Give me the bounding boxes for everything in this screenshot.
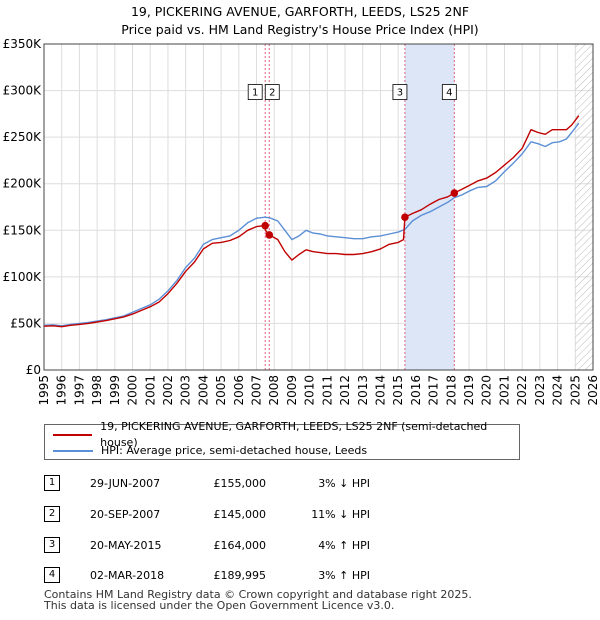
x-tick-label: 2005 [214,375,228,406]
sale-marker-box: 3 [44,537,60,553]
x-tick-label: 2014 [373,375,387,406]
x-tick-label: 1995 [37,375,51,406]
legend-swatch-hpi [53,450,93,452]
legend: 19, PICKERING AVENUE, GARFORTH, LEEDS, L… [44,420,520,460]
x-tick-label: 2004 [196,375,210,406]
y-tick-label: £50K [10,316,42,330]
sale-hpi-diff: 4% ↑ HPI [318,539,370,552]
shade-region [264,44,593,370]
x-tick-label: 2007 [250,375,264,406]
y-tick-label: £200K [3,177,43,191]
legend-label-property: 19, PICKERING AVENUE, GARFORTH, LEEDS, L… [100,420,488,449]
title-address: 19, PICKERING AVENUE, GARFORTH, LEEDS, L… [130,4,470,19]
x-tick-label: 2019 [462,375,476,406]
x-tick-label: 2023 [533,375,547,406]
x-tick-label: 2003 [179,375,193,406]
sale-date: 20-MAY-2015 [90,539,162,552]
x-tick-label: 2001 [143,375,157,406]
x-tick-label: 2009 [285,375,299,406]
x-tick-label: 2013 [356,375,370,406]
sale-price: £155,000 [213,477,267,490]
x-tick-label: 2008 [267,375,281,406]
sale-date: 29-JUN-2007 [90,477,161,490]
sale-date: 20-SEP-2007 [90,508,161,521]
y-tick-label: £250K [3,130,43,144]
grid [43,43,594,371]
sale-point-3 [401,213,409,222]
chart-title: 19, PICKERING AVENUE, GARFORTH, LEEDS, L… [0,3,600,39]
x-tick-label: 2011 [320,375,334,406]
sale-hpi-diff: 3% ↑ HPI [318,569,370,582]
sale-label-box-3 [392,84,408,100]
sale-price: £145,000 [213,508,267,521]
x-tick-label: 2022 [515,375,529,406]
sale-label-box-1 [247,84,263,100]
y-tick-label: £100K [3,270,43,284]
x-tick-label: 1997 [72,375,86,406]
x-tick-label: 2016 [409,375,423,406]
sale-label-box-2 [264,84,280,100]
sale-label-1: 1 [252,88,258,99]
x-tick-label: 2006 [232,375,246,406]
sale-row: 2 20-SEP-2007 £145,000 11% ↓ HPI [0,505,600,525]
hpi-series-line [43,122,580,327]
sale-price: £189,995 [213,569,267,582]
x-tick-label: 2000 [126,375,140,406]
x-tick-label: 2024 [551,375,565,406]
x-tick-label: 1996 [55,375,69,406]
sale-hpi-diff: 3% ↓ HPI [318,477,370,490]
x-tick-label: 2021 [497,375,511,406]
sale-row: 4 02-MAR-2018 £189,995 3% ↑ HPI [0,566,600,586]
sale-point-1 [261,221,269,230]
x-tick-label: 2010 [303,375,317,406]
sale-date: 02-MAR-2018 [90,569,165,582]
x-tick-label: 1998 [90,375,104,406]
x-tick-label: 2002 [161,375,175,406]
x-tick-label: 1999 [108,375,122,406]
forecast-hatch [575,44,593,370]
sale-marker-box: 4 [44,567,60,583]
series [43,115,580,328]
footer: Contains HM Land Registry data © Crown c… [44,589,472,611]
sale-marker-box: 1 [44,475,60,491]
legend-item-property: 19, PICKERING AVENUE, GARFORTH, LEEDS, L… [53,420,519,449]
legend-item-hpi: HPI: Average price, semi-detached house,… [53,443,367,459]
sale-label-3: 3 [397,88,403,99]
x-tick-label: 2026 [586,375,600,406]
footer-copyright: Contains HM Land Registry data © Crown c… [44,588,472,601]
sale-label-2: 2 [269,88,275,99]
y-tick-label: £300K [3,84,43,98]
sale-label-4: 4 [446,88,452,99]
sale-hpi-diff: 11% ↓ HPI [311,508,370,521]
property-series-line [43,115,580,328]
title-subtitle: Price paid vs. HM Land Registry's House … [121,22,479,37]
sale-marker-box: 2 [44,506,60,522]
x-tick-label: 2025 [568,375,582,406]
axes: £0 £50K £100K £150K £200K £250K £300K £350K 1995… [3,37,600,406]
sale-row: 1 29-JUN-2007 £155,000 3% ↓ HPI [0,474,600,494]
sale-point-4 [450,189,459,197]
y-tick-label: £350K [3,37,43,51]
legend-swatch-property [53,434,93,436]
y-tick-label: £150K [3,223,43,237]
x-tick-label: 2017 [427,375,441,406]
price-chart: £0 £50K £100K £150K £200K £250K £300K £350K 1995… [3,37,600,406]
x-tick-label: 2015 [391,375,405,406]
sale-price: £164,000 [213,539,267,552]
sale-point-2 [265,231,274,239]
sale-row: 3 20-MAY-2015 £164,000 4% ↑ HPI [0,536,600,556]
x-tick-label: 2018 [444,375,458,406]
x-tick-label: 2020 [480,375,494,406]
x-tick-label: 2012 [338,375,352,406]
legend-label-hpi: HPI: Average price, semi-detached house,… [101,444,368,457]
footer-licence: This data is licensed under the Open Gov… [44,599,395,612]
sale-label-box-4 [441,84,457,100]
y-tick-label: £0 [26,363,41,377]
plot-frame [43,43,594,371]
